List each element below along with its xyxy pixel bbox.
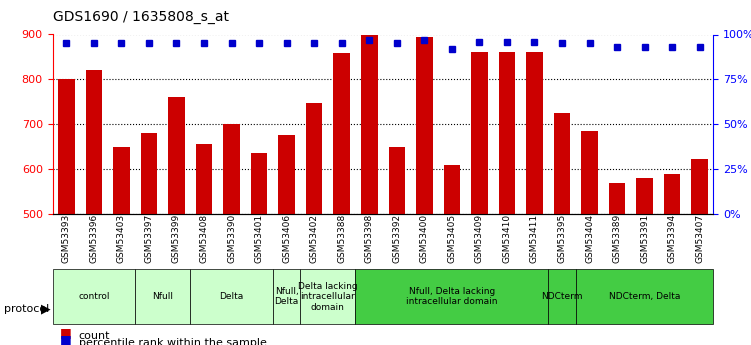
Text: GSM53409: GSM53409 <box>475 214 484 263</box>
Bar <box>333 53 350 345</box>
Text: count: count <box>79 332 110 341</box>
Text: GSM53398: GSM53398 <box>365 214 374 263</box>
FancyBboxPatch shape <box>576 269 713 324</box>
Bar <box>553 113 570 345</box>
Bar <box>86 70 102 345</box>
Text: GSM53394: GSM53394 <box>668 214 677 263</box>
Bar <box>306 103 322 345</box>
Text: GSM53410: GSM53410 <box>502 214 511 263</box>
Text: ▶: ▶ <box>41 302 51 315</box>
Bar <box>113 147 130 345</box>
Bar <box>388 147 405 345</box>
Text: Nfull,
Delta: Nfull, Delta <box>275 287 299 306</box>
Text: protocol: protocol <box>4 304 49 314</box>
Text: GSM53407: GSM53407 <box>695 214 704 263</box>
Text: GSM53396: GSM53396 <box>89 214 98 263</box>
Text: GDS1690 / 1635808_s_at: GDS1690 / 1635808_s_at <box>53 10 228 24</box>
Bar <box>140 133 157 345</box>
Text: GSM53395: GSM53395 <box>557 214 566 263</box>
Bar <box>526 52 543 345</box>
Text: GSM53388: GSM53388 <box>337 214 346 263</box>
Text: Delta: Delta <box>219 292 243 301</box>
Text: GSM53400: GSM53400 <box>420 214 429 263</box>
Text: GSM53391: GSM53391 <box>640 214 649 263</box>
Text: GSM53404: GSM53404 <box>585 214 594 263</box>
Text: control: control <box>78 292 110 301</box>
Text: Nfull, Delta lacking
intracellular domain: Nfull, Delta lacking intracellular domai… <box>406 287 498 306</box>
Text: NDCterm: NDCterm <box>541 292 583 301</box>
Bar <box>499 52 515 345</box>
Text: GSM53402: GSM53402 <box>309 214 318 263</box>
Text: GSM53393: GSM53393 <box>62 214 71 263</box>
Bar <box>609 184 626 345</box>
Text: GSM53408: GSM53408 <box>200 214 209 263</box>
Bar <box>168 97 185 345</box>
Bar <box>471 52 487 345</box>
Text: GSM53411: GSM53411 <box>530 214 539 263</box>
Text: GSM53399: GSM53399 <box>172 214 181 263</box>
Text: GSM53390: GSM53390 <box>227 214 236 263</box>
Bar <box>664 174 680 345</box>
FancyBboxPatch shape <box>135 269 190 324</box>
Bar <box>251 153 267 345</box>
FancyBboxPatch shape <box>300 269 355 324</box>
Text: GSM53397: GSM53397 <box>144 214 153 263</box>
Bar <box>636 178 653 345</box>
Text: Delta lacking
intracellular
domain: Delta lacking intracellular domain <box>298 282 357 312</box>
Bar <box>196 145 213 345</box>
Text: GSM53406: GSM53406 <box>282 214 291 263</box>
Bar <box>361 0 378 345</box>
Text: ■: ■ <box>60 333 72 345</box>
Bar <box>416 37 433 345</box>
Bar <box>692 159 708 345</box>
FancyBboxPatch shape <box>190 269 273 324</box>
Text: GSM53405: GSM53405 <box>448 214 457 263</box>
Bar <box>58 79 74 345</box>
Text: GSM53403: GSM53403 <box>117 214 126 263</box>
Text: ■: ■ <box>60 326 72 339</box>
Bar <box>444 165 460 345</box>
Bar <box>279 135 295 345</box>
Bar <box>223 124 240 345</box>
Text: GSM53401: GSM53401 <box>255 214 264 263</box>
Text: GSM53392: GSM53392 <box>392 214 401 263</box>
Bar <box>581 131 598 345</box>
FancyBboxPatch shape <box>355 269 548 324</box>
Text: percentile rank within the sample: percentile rank within the sample <box>79 338 267 345</box>
FancyBboxPatch shape <box>53 269 135 324</box>
FancyBboxPatch shape <box>273 269 300 324</box>
Text: GSM53389: GSM53389 <box>613 214 622 263</box>
Text: Nfull: Nfull <box>152 292 173 301</box>
Text: NDCterm, Delta: NDCterm, Delta <box>609 292 680 301</box>
FancyBboxPatch shape <box>548 269 576 324</box>
